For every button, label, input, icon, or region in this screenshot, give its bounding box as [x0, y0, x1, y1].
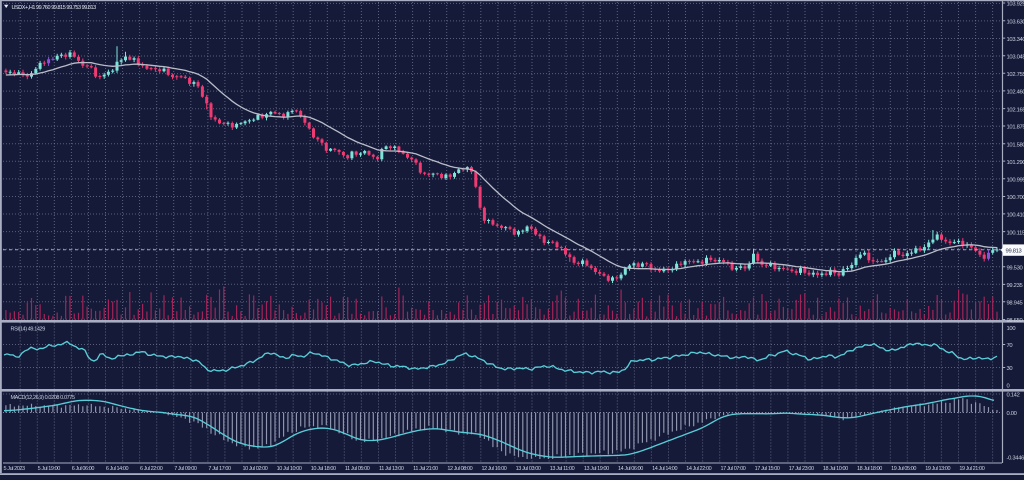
- svg-text:6 Jul 06:00: 6 Jul 06:00: [72, 466, 95, 472]
- svg-text:18 Jul 18:00: 18 Jul 18:00: [857, 466, 882, 472]
- svg-text:19 Jul 05:00: 19 Jul 05:00: [891, 466, 916, 472]
- svg-text:103.630: 103.630: [1007, 19, 1024, 25]
- svg-text:10 Jul 10:00: 10 Jul 10:00: [277, 466, 302, 472]
- svg-text:14 Jul 14:00: 14 Jul 14:00: [652, 466, 677, 472]
- svg-text:-0.3446: -0.3446: [1007, 456, 1024, 462]
- svg-text:12 Jul 08:00: 12 Jul 08:00: [447, 466, 472, 472]
- svg-text:102.165: 102.165: [1007, 107, 1024, 113]
- svg-text:17 Jul 07:00: 17 Jul 07:00: [720, 466, 745, 472]
- svg-text:98.650: 98.650: [1007, 318, 1023, 324]
- svg-text:17 Jul 15:00: 17 Jul 15:00: [755, 466, 780, 472]
- svg-text:7 Jul 17:00: 7 Jul 17:00: [208, 466, 231, 472]
- svg-text:19 Jul 21:00: 19 Jul 21:00: [959, 466, 984, 472]
- svg-text:13 Jul 03:00: 13 Jul 03:00: [516, 466, 541, 472]
- svg-text:USDX+,H1 99.760 99.815 99.753: USDX+,H1 99.760 99.815 99.753 99.813: [12, 5, 97, 11]
- svg-text:103.045: 103.045: [1007, 55, 1024, 61]
- svg-text:100.115: 100.115: [1007, 230, 1024, 236]
- svg-text:17 Jul 23:00: 17 Jul 23:00: [789, 466, 814, 472]
- svg-text:13 Jul 19:00: 13 Jul 19:00: [584, 466, 609, 472]
- svg-text:19 Jul 13:00: 19 Jul 13:00: [925, 466, 950, 472]
- svg-text:101.290: 101.290: [1007, 160, 1024, 166]
- svg-text:103.340: 103.340: [1007, 37, 1024, 43]
- svg-text:103.925: 103.925: [1007, 2, 1024, 8]
- svg-text:RSI(14) 49.1429: RSI(14) 49.1429: [11, 327, 46, 333]
- svg-text:13 Jul 11:00: 13 Jul 11:00: [550, 466, 575, 472]
- svg-text:6 Jul 22:00: 6 Jul 22:00: [140, 466, 163, 472]
- svg-text:101.875: 101.875: [1007, 125, 1024, 131]
- svg-text:11 Jul 21:00: 11 Jul 21:00: [413, 466, 438, 472]
- svg-text:0: 0: [1007, 383, 1010, 389]
- svg-text:7 Jul 09:00: 7 Jul 09:00: [174, 466, 197, 472]
- svg-text:100.410: 100.410: [1007, 213, 1024, 219]
- svg-text:14 Jul 22:00: 14 Jul 22:00: [686, 466, 711, 472]
- svg-text:101.580: 101.580: [1007, 142, 1024, 148]
- svg-text:11 Jul 13:00: 11 Jul 13:00: [379, 466, 404, 472]
- svg-text:70: 70: [1007, 343, 1013, 349]
- svg-text:99.813: 99.813: [1006, 248, 1022, 254]
- svg-text:10 Jul 18:00: 10 Jul 18:00: [311, 466, 336, 472]
- svg-text:5 Jul 19:00: 5 Jul 19:00: [38, 466, 61, 472]
- svg-text:0.00: 0.00: [1007, 411, 1017, 417]
- svg-text:10 Jul 02:00: 10 Jul 02:00: [242, 466, 267, 472]
- svg-text:99.530: 99.530: [1007, 265, 1023, 271]
- svg-text:98.945: 98.945: [1007, 301, 1023, 307]
- svg-text:5 Jul 2023: 5 Jul 2023: [4, 466, 26, 472]
- svg-text:102.460: 102.460: [1007, 90, 1024, 96]
- svg-text:0.142: 0.142: [1007, 392, 1020, 398]
- svg-text:11 Jul 05:00: 11 Jul 05:00: [345, 466, 370, 472]
- svg-text:100: 100: [1007, 326, 1016, 332]
- svg-text:14 Jul 06:00: 14 Jul 06:00: [618, 466, 643, 472]
- svg-text:102.755: 102.755: [1007, 72, 1024, 78]
- svg-text:30: 30: [1007, 366, 1013, 372]
- svg-text:99.235: 99.235: [1007, 283, 1023, 289]
- svg-text:6 Jul 14:00: 6 Jul 14:00: [106, 466, 129, 472]
- svg-text:MACD(12,26,9) 0.0208 0.0775: MACD(12,26,9) 0.0208 0.0775: [11, 395, 75, 401]
- svg-text:18 Jul 10:00: 18 Jul 10:00: [823, 466, 848, 472]
- svg-text:12 Jul 16:00: 12 Jul 16:00: [481, 466, 506, 472]
- svg-text:100.995: 100.995: [1007, 178, 1024, 184]
- svg-text:100.700: 100.700: [1007, 195, 1024, 201]
